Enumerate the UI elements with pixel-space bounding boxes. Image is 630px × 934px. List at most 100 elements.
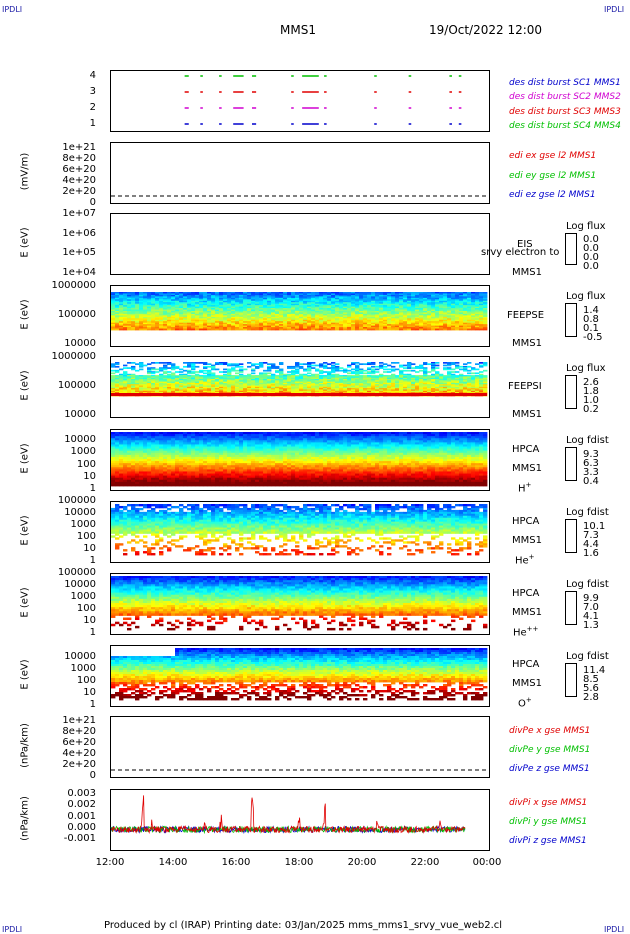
feepse-cell xyxy=(271,316,276,319)
feepse-cell xyxy=(331,322,336,325)
feepse-cell xyxy=(479,302,484,305)
feepse-cell xyxy=(439,294,444,297)
feepse-cell xyxy=(379,311,384,313)
feepse-cell xyxy=(243,292,248,294)
feepse-cell xyxy=(351,313,356,316)
feepse-cell xyxy=(215,302,220,305)
feepse-cell xyxy=(407,316,412,319)
feepse-cell xyxy=(375,302,380,305)
feepse-cell xyxy=(451,309,456,312)
feepse-cell xyxy=(299,311,304,313)
feepsi-cell xyxy=(191,372,196,375)
feepse-cell xyxy=(395,311,400,313)
burst-ytick: 4 xyxy=(89,70,96,81)
feepse-cell xyxy=(291,318,296,321)
feepse-cell xyxy=(307,306,312,309)
feepse-cell xyxy=(115,302,120,305)
feepse-cell xyxy=(419,303,424,306)
feepse-cell xyxy=(195,318,200,321)
feepse-cell xyxy=(467,300,472,303)
feepse-cell xyxy=(435,311,440,313)
feepse-cell xyxy=(203,309,208,312)
feepse-cell xyxy=(191,302,196,305)
species-name: He xyxy=(515,555,529,567)
feepse-cell xyxy=(199,319,204,322)
feepse-cell xyxy=(123,303,128,306)
feepse-cell xyxy=(135,319,140,322)
feepse-cell xyxy=(363,303,368,306)
feepse-cell xyxy=(139,300,144,303)
feepse-cell xyxy=(327,296,332,299)
feepse-cell xyxy=(279,322,284,325)
overlay-label: srvy electron to xyxy=(481,247,560,258)
feepse-cell xyxy=(475,308,480,310)
feepse-cell xyxy=(259,294,264,297)
feepse-cell xyxy=(195,312,200,315)
divpe-ytick: 0 xyxy=(89,770,96,781)
feepse-cell xyxy=(115,322,120,325)
feepse-cell xyxy=(467,321,472,324)
species-label: H+ xyxy=(518,481,531,494)
feepse-cell xyxy=(251,308,256,310)
feepse-cell xyxy=(379,293,384,296)
feepse-cell xyxy=(407,319,412,322)
feepse-cell xyxy=(359,308,364,310)
feepse-cell xyxy=(111,297,116,300)
feepsi-cell xyxy=(479,371,484,373)
feepse-cell xyxy=(335,309,340,312)
colorbar xyxy=(565,663,577,697)
feepse-cell xyxy=(111,322,116,325)
feepse-cell xyxy=(291,309,296,312)
feepse-cell xyxy=(383,312,388,315)
feepse-cell xyxy=(475,309,480,312)
feepse-cell xyxy=(415,308,420,310)
feepse-cell xyxy=(295,299,300,302)
feepse-cell xyxy=(427,319,432,322)
feepse-cell xyxy=(343,299,348,302)
feepse-cell xyxy=(151,300,156,303)
feepse-cell xyxy=(335,312,340,315)
feepse-cell xyxy=(311,299,316,302)
feepse-cell xyxy=(243,293,248,296)
feepsi-cell xyxy=(475,372,480,375)
feepse-cell xyxy=(127,312,132,315)
feepse-cell xyxy=(171,315,176,318)
feepsi-cell xyxy=(247,365,252,368)
feepse-cell xyxy=(419,318,424,321)
feepse-cell xyxy=(443,296,448,299)
feepse-cell xyxy=(243,303,248,306)
feepse-cell xyxy=(275,292,280,294)
feepse-cell xyxy=(303,294,308,297)
feepse-cell xyxy=(299,312,304,315)
feepse-cell xyxy=(455,311,460,313)
divpi-ytick: 0.000 xyxy=(67,822,96,833)
feepse-cell xyxy=(239,302,244,305)
feepse-cell xyxy=(127,321,132,324)
feepse-cell xyxy=(287,302,292,305)
feepse-cell xyxy=(171,300,176,303)
feepse-cell xyxy=(303,319,308,322)
feepse-cell xyxy=(227,296,232,299)
feepse-cell xyxy=(179,309,184,312)
feepse-cell xyxy=(259,312,264,315)
feepse-cell xyxy=(187,311,192,313)
feepse-cell xyxy=(335,296,340,299)
feepsi-cell xyxy=(207,363,212,366)
feepse-cell xyxy=(203,297,208,300)
spacecraft-name: MMS1 xyxy=(512,535,542,546)
feepse-cell xyxy=(451,300,456,303)
feepse-cell xyxy=(283,321,288,324)
feepsi-cell xyxy=(179,368,184,371)
feepse-cell xyxy=(367,305,372,308)
feepse-cell xyxy=(327,309,332,312)
feepse-cell xyxy=(311,319,316,322)
feepse-cell xyxy=(367,315,372,318)
feepse-cell xyxy=(299,328,304,331)
feepse-cell xyxy=(275,293,280,296)
feepse-cell xyxy=(115,311,120,313)
colorbar-title: Log fdist xyxy=(566,507,609,518)
feepse-cell xyxy=(351,309,356,312)
feepse-cell xyxy=(155,292,160,294)
feepse-cell xyxy=(387,296,392,299)
feepsi-cell xyxy=(219,363,224,366)
